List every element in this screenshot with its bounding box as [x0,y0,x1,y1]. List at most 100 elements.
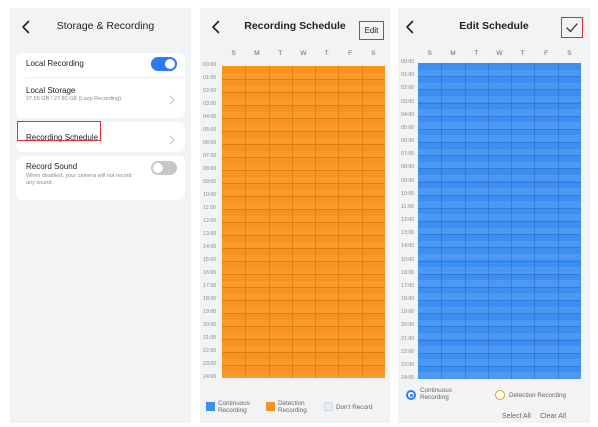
hour-label: 09:00 [203,179,217,185]
local-recording-label: Local Recording [26,59,84,68]
grid-row-divider [222,170,385,171]
chevron-left-icon [22,20,30,34]
weekday-label: T [520,50,525,57]
grid-row-divider [418,313,581,314]
hour-label: 23:00 [401,361,415,368]
hour-label: 05:00 [401,124,415,131]
hour-label: 01:00 [203,75,217,81]
local-recording-toggle[interactable] [151,57,177,71]
page-title: Recording Schedule [244,20,346,32]
storage-recording-screen: Storage & Recording Local Recording Loca… [10,8,191,423]
grid-row-divider [222,248,385,249]
grid-row-divider [222,92,385,93]
hour-label: 10:00 [401,190,415,197]
grid-row-divider [418,142,581,143]
grid-row-divider [418,339,581,341]
schedule-slot-band [418,109,581,116]
schedule-grid[interactable] [222,66,385,378]
hour-label: 15:00 [401,256,415,263]
grid-row-divider [222,118,385,119]
back-button[interactable] [16,16,36,38]
weekday-label: M [254,50,260,57]
schedule-slot-band [418,82,581,90]
grid-row-divider [418,286,581,288]
hour-label: 17:00 [203,283,217,289]
schedule-slot-band [222,98,385,105]
grid-row-divider [222,183,385,184]
weekday-label: S [427,50,432,57]
grid-row-divider [418,194,581,196]
edit-button[interactable]: Edit [359,21,384,40]
weekday-label: F [348,50,353,57]
continuous-radio[interactable] [406,390,416,400]
schedule-slot-band [222,319,385,326]
hour-label: 20:00 [203,322,217,328]
legend-continuous: Continuous Recording [218,400,250,414]
schedule-slot-band [418,174,581,182]
schedule-slot-band [418,293,581,300]
hour-label: 14:00 [401,243,415,250]
schedule-slot-band [222,371,385,378]
grid-row-divider [222,144,385,145]
record-sound-toggle[interactable] [151,161,177,175]
select-all-button[interactable]: Select All [502,413,531,420]
recording-schedule-screen: Recording Schedule Edit S M T W T F S 00:00 01:… [200,8,390,423]
grid-row-divider [222,131,385,132]
detection-radio[interactable] [495,390,505,400]
schedule-slot-band [418,161,581,169]
back-button[interactable] [206,16,226,38]
grid-row-divider [418,326,581,327]
continuous-swatch [206,402,215,411]
weekday-label: W [300,50,307,57]
weekday-label: S [371,50,376,57]
weekday-label: W [496,50,503,57]
grid-row-divider [222,261,385,262]
top-bar: Edit Schedule [398,8,590,46]
schedule-slot-band [418,267,581,274]
grid-row-divider [222,105,385,106]
schedule-slot-band [222,293,385,300]
page-title: Storage & Recording [56,20,155,32]
hour-label: 11:00 [401,203,414,210]
schedule-slot-band [222,202,385,209]
hour-label: 01:00 [401,72,415,79]
hour-label: 21:00 [401,335,415,342]
hour-label: 23:00 [203,361,217,367]
schedule-slot-band [222,111,385,118]
schedule-slot-band [418,280,581,287]
hour-label: 17:00 [401,282,415,289]
edit-schedule-screen: Edit Schedule S M T W T F S 00:00 01:00 02:00 03:… [398,8,590,423]
schedule-slot-band [418,148,581,156]
chevron-right-icon [169,92,177,105]
confirm-button[interactable] [561,17,583,38]
back-button[interactable] [400,16,420,38]
hour-label: 02:00 [203,88,217,94]
divider [26,77,185,78]
weekday-label: T [474,50,479,57]
hour-label: 08:00 [203,166,217,172]
local-storage-row[interactable]: Local Storage 27.55 GB / 27.80 GB (Loop … [16,78,185,118]
grid-row-divider [222,196,385,197]
schedule-slot-band [418,240,581,248]
legend-detection: Detection Recording [278,400,307,414]
hour-label: 18:00 [203,296,217,302]
hour-label: 06:00 [401,138,415,144]
local-storage-label: Local Storage [26,86,76,95]
schedule-slot-band [222,358,385,365]
hour-label: 04:00 [203,114,217,120]
schedule-slot-band [418,319,581,327]
schedule-slot-band [222,345,385,352]
hour-label: 10:00 [203,192,217,198]
hour-label: 00:00 [203,62,217,68]
schedule-slot-band [418,95,581,103]
hour-label: 09:00 [401,177,415,184]
schedule-slot-band [418,372,581,379]
clear-all-button[interactable]: Clear All [540,413,567,420]
hour-label: 13:00 [203,231,217,237]
sound-card: Record Sound When disabled, your camera … [16,156,185,200]
hour-label: 20:00 [401,322,415,329]
hour-label: 22:00 [203,348,217,354]
storage-card: Local Recording Local Storage 27.55 GB /… [16,53,185,118]
schedule-grid[interactable] [418,63,581,379]
